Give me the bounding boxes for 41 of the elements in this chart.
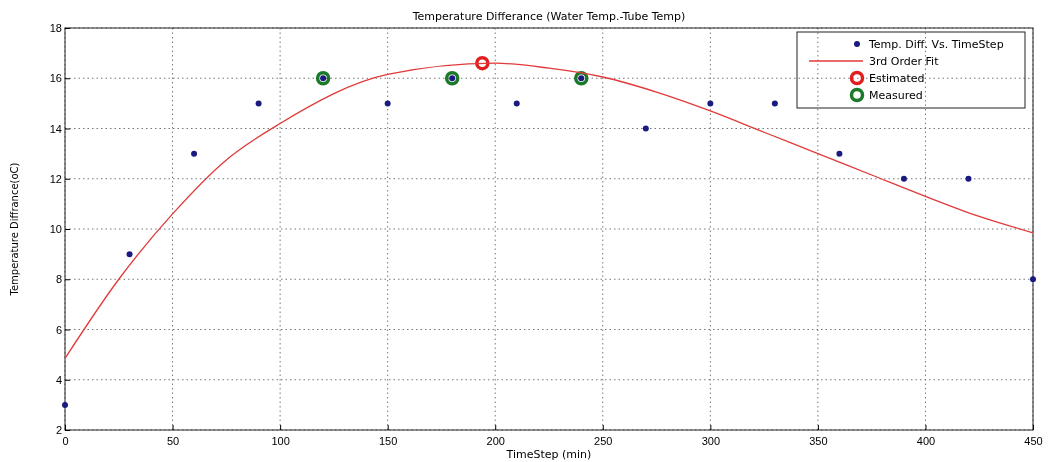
x-tick-label: 400 xyxy=(916,435,936,448)
y-tick-label: 2 xyxy=(55,424,62,437)
legend-label: Measured xyxy=(869,89,923,102)
point xyxy=(1030,276,1036,283)
legend-label: Temp. Diff. Vs. TimeStep xyxy=(868,38,1004,51)
x-tick-label: 100 xyxy=(271,435,290,448)
y-tick-label: 12 xyxy=(49,172,62,185)
y-tick-label: 16 xyxy=(49,72,62,85)
point xyxy=(900,175,907,182)
y-tick-label: 18 xyxy=(49,22,62,35)
x-tick-label: 50 xyxy=(166,435,180,448)
x-axis-title: TimeStep (min) xyxy=(505,448,592,461)
y-tick-label: 14 xyxy=(49,122,62,135)
point xyxy=(642,125,649,132)
legend-label: 3rd Order Fit xyxy=(869,55,940,68)
x-tick-label: 350 xyxy=(809,435,828,448)
point xyxy=(771,100,778,107)
point xyxy=(836,150,843,157)
y-tick-label: 8 xyxy=(55,273,62,286)
y-tick-label: 10 xyxy=(49,223,62,236)
x-tick-label: 150 xyxy=(378,435,398,448)
point xyxy=(191,150,198,157)
x-tick-label: 200 xyxy=(486,435,505,448)
x-tick-label: 250 xyxy=(594,435,613,448)
point xyxy=(315,71,331,86)
point xyxy=(126,251,133,258)
point xyxy=(62,401,68,408)
point xyxy=(707,100,714,107)
x-tick-label: 300 xyxy=(701,435,721,448)
point xyxy=(255,100,262,107)
y-tick-label: 6 xyxy=(55,323,62,336)
point xyxy=(384,100,391,107)
point xyxy=(965,175,972,182)
y-axis-title: Temperature Diffrance(oC) xyxy=(9,162,20,297)
x-tick-label: 0 xyxy=(62,435,69,448)
point xyxy=(513,100,520,107)
chart-title: Temperature Differance (Water Temp.-Tube Temp) xyxy=(411,10,686,23)
legend-label: Estimated xyxy=(869,72,925,85)
y-tick-label: 4 xyxy=(55,373,62,386)
x-tick-label: 450 xyxy=(1024,435,1043,448)
point xyxy=(444,71,460,86)
